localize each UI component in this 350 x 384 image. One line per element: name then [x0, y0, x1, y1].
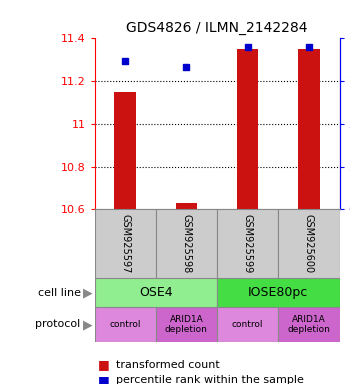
Bar	[217, 307, 278, 342]
Bar	[94, 209, 156, 278]
Text: ■: ■	[98, 374, 110, 384]
Text: cell line: cell line	[37, 288, 80, 298]
Text: GSM925600: GSM925600	[304, 214, 314, 273]
Text: percentile rank within the sample: percentile rank within the sample	[116, 375, 303, 384]
Bar	[94, 307, 156, 342]
Bar	[156, 209, 217, 278]
Text: IOSE80pc: IOSE80pc	[248, 286, 308, 299]
Text: ARID1A
depletion: ARID1A depletion	[287, 315, 330, 334]
Text: transformed count: transformed count	[116, 360, 219, 370]
Bar	[94, 278, 217, 307]
Bar	[278, 307, 340, 342]
Bar	[298, 49, 320, 209]
Text: ■: ■	[98, 358, 110, 371]
Text: GSM925597: GSM925597	[120, 214, 130, 273]
Text: control: control	[109, 320, 141, 329]
Text: OSE4: OSE4	[139, 286, 173, 299]
Bar	[278, 209, 340, 278]
Text: GSM925598: GSM925598	[181, 214, 191, 273]
Bar	[114, 92, 136, 209]
Text: control: control	[232, 320, 263, 329]
Bar	[156, 307, 217, 342]
Text: ▶: ▶	[83, 286, 92, 299]
Text: ▶: ▶	[83, 318, 92, 331]
Text: ARID1A
depletion: ARID1A depletion	[165, 315, 208, 334]
Bar	[176, 203, 197, 209]
Title: GDS4826 / ILMN_2142284: GDS4826 / ILMN_2142284	[126, 21, 308, 35]
Bar	[217, 278, 340, 307]
Text: protocol: protocol	[35, 319, 80, 329]
Bar	[237, 49, 258, 209]
Text: GSM925599: GSM925599	[243, 214, 253, 273]
Bar	[217, 209, 278, 278]
